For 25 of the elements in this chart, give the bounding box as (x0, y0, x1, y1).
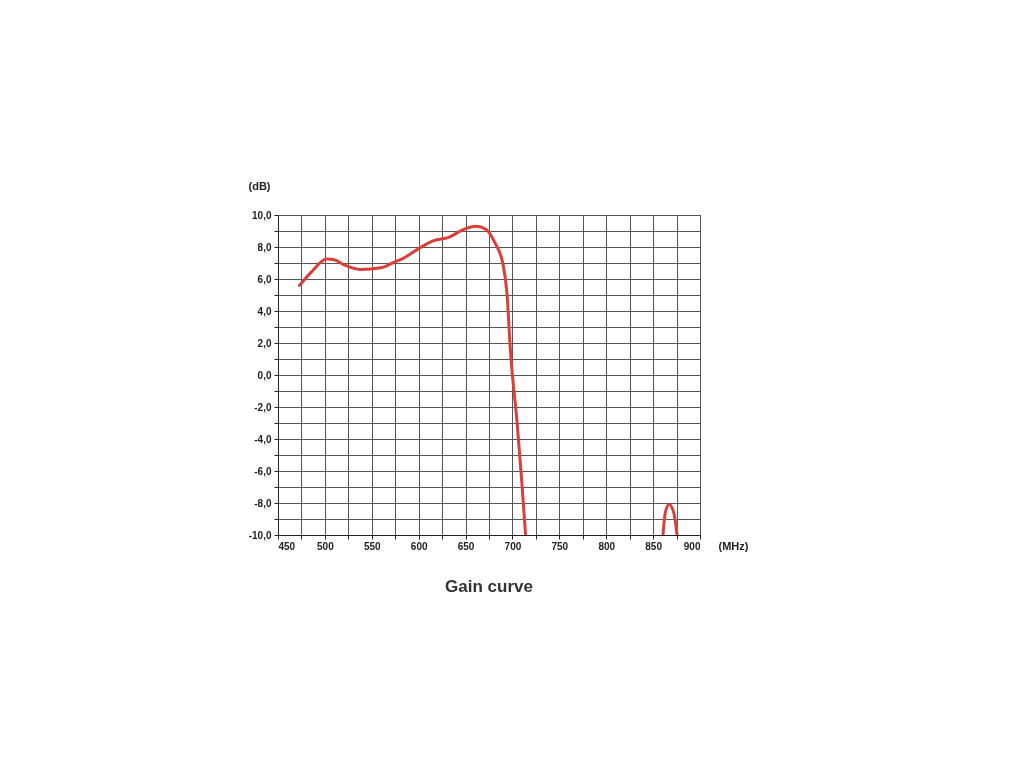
x-tick-label: 750 (551, 540, 569, 552)
y-tick-label: 2,0 (257, 337, 272, 349)
x-tick-label: 650 (457, 540, 475, 552)
x-tick-label: 850 (645, 540, 663, 552)
x-tick-label: 900 (683, 540, 701, 552)
y-tick-label: 10,0 (252, 209, 272, 221)
y-tick-label: 0,0 (257, 369, 272, 381)
x-axis-title: (MHz) (718, 539, 749, 552)
y-axis-title: (dB) (248, 179, 271, 192)
x-tick-label: 500 (317, 540, 335, 552)
y-tick-label: 8,0 (257, 241, 272, 253)
y-tick-label: -8,0 (254, 497, 272, 509)
y-tick-label: 6,0 (257, 273, 272, 285)
x-tick-label: 600 (410, 540, 428, 552)
x-tick-label: 550 (363, 540, 382, 552)
y-tick-label: 4,0 (257, 305, 272, 317)
line-series (298, 224, 528, 535)
x-tick-label: 700 (504, 540, 522, 552)
y-tick-label: -2,0 (254, 401, 272, 413)
text: Gain curve (445, 577, 533, 596)
y-tick-label: -6,0 (254, 465, 272, 477)
x-tick-label: 800 (598, 540, 616, 552)
y-tick-label: -4,0 (254, 433, 272, 445)
y-tick-label: -10,0 (248, 529, 272, 541)
x-tick-label: 450 (278, 540, 296, 552)
